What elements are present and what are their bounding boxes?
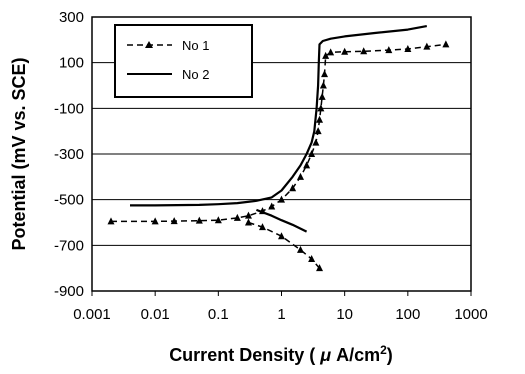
- series-no1-point: [214, 216, 222, 224]
- series-no1-point: [244, 211, 252, 219]
- x-tick-label: 0.001: [73, 306, 111, 323]
- series-no1-point: [308, 255, 316, 263]
- series-no1-point: [314, 127, 322, 135]
- x-tick-label: 0.01: [141, 306, 170, 323]
- series-no1-point: [322, 51, 330, 59]
- y-tick-label: -300: [54, 146, 84, 163]
- x-tick-label: 1000: [454, 306, 487, 323]
- series-no1-point: [317, 104, 325, 112]
- series-no1-point: [278, 232, 285, 240]
- series-no1-point: [316, 264, 324, 272]
- x-tick-label: 1: [277, 306, 285, 323]
- series-no1-point: [319, 81, 327, 89]
- series-no1-point: [318, 92, 326, 100]
- y-tick-label: -100: [54, 100, 84, 117]
- series-no1-point: [107, 217, 115, 225]
- x-axis-title: Current Density ( μ A/cm2): [169, 343, 393, 365]
- series-no1-point: [312, 138, 320, 146]
- legend-label-no1: No 1: [182, 38, 209, 53]
- series-no1-point: [321, 70, 329, 78]
- legend-label-no2: No 2: [182, 67, 209, 82]
- series-no1-point: [404, 44, 412, 52]
- series-no1-point: [316, 115, 324, 123]
- y-tick-label: 300: [59, 9, 84, 26]
- legend: No 1 No 2: [114, 24, 253, 98]
- series-no1-point: [151, 217, 159, 225]
- series-no1-point: [297, 172, 305, 180]
- series-no1-point: [195, 216, 203, 224]
- series-no1-point: [308, 150, 316, 157]
- series-no1-point: [268, 202, 276, 210]
- x-tick-label: 100: [395, 306, 420, 323]
- series-no1-point: [258, 223, 266, 231]
- x-axis-ticks: 0.001 0.01 0.1 1 10 100 1000: [73, 291, 488, 323]
- y-tick-label: -900: [54, 283, 84, 300]
- x-tick-label: 10: [336, 306, 353, 323]
- series-no1-point: [244, 218, 252, 226]
- y-tick-label: -700: [54, 237, 84, 254]
- series-no1-point: [297, 245, 305, 253]
- y-tick-label: 100: [59, 55, 84, 72]
- y-tick-label: -500: [54, 192, 84, 209]
- legend-marker-no1: [145, 41, 153, 48]
- series-no1-point: [341, 47, 349, 55]
- series-no1-point: [442, 40, 450, 48]
- series-no1-point: [423, 42, 431, 50]
- series-no1-point: [385, 46, 393, 54]
- series-no1-point: [170, 217, 178, 225]
- series-no2-line: [130, 25, 427, 207]
- legend-box: [114, 24, 253, 98]
- series-no2-line: [256, 208, 308, 233]
- series-no1-point: [278, 195, 285, 203]
- y-axis-title: Potential (mV vs. SCE): [9, 57, 29, 250]
- x-tick-label: 0.1: [208, 306, 229, 323]
- series-no1-point: [327, 48, 335, 56]
- series-no1-point: [289, 184, 297, 192]
- series-no1-point: [303, 161, 311, 169]
- series-no1-point: [233, 213, 241, 221]
- series-group: [107, 25, 450, 272]
- series-no1-point: [360, 47, 368, 55]
- y-axis-ticks: 300 100 -100 -300 -500 -700 -900: [54, 9, 84, 300]
